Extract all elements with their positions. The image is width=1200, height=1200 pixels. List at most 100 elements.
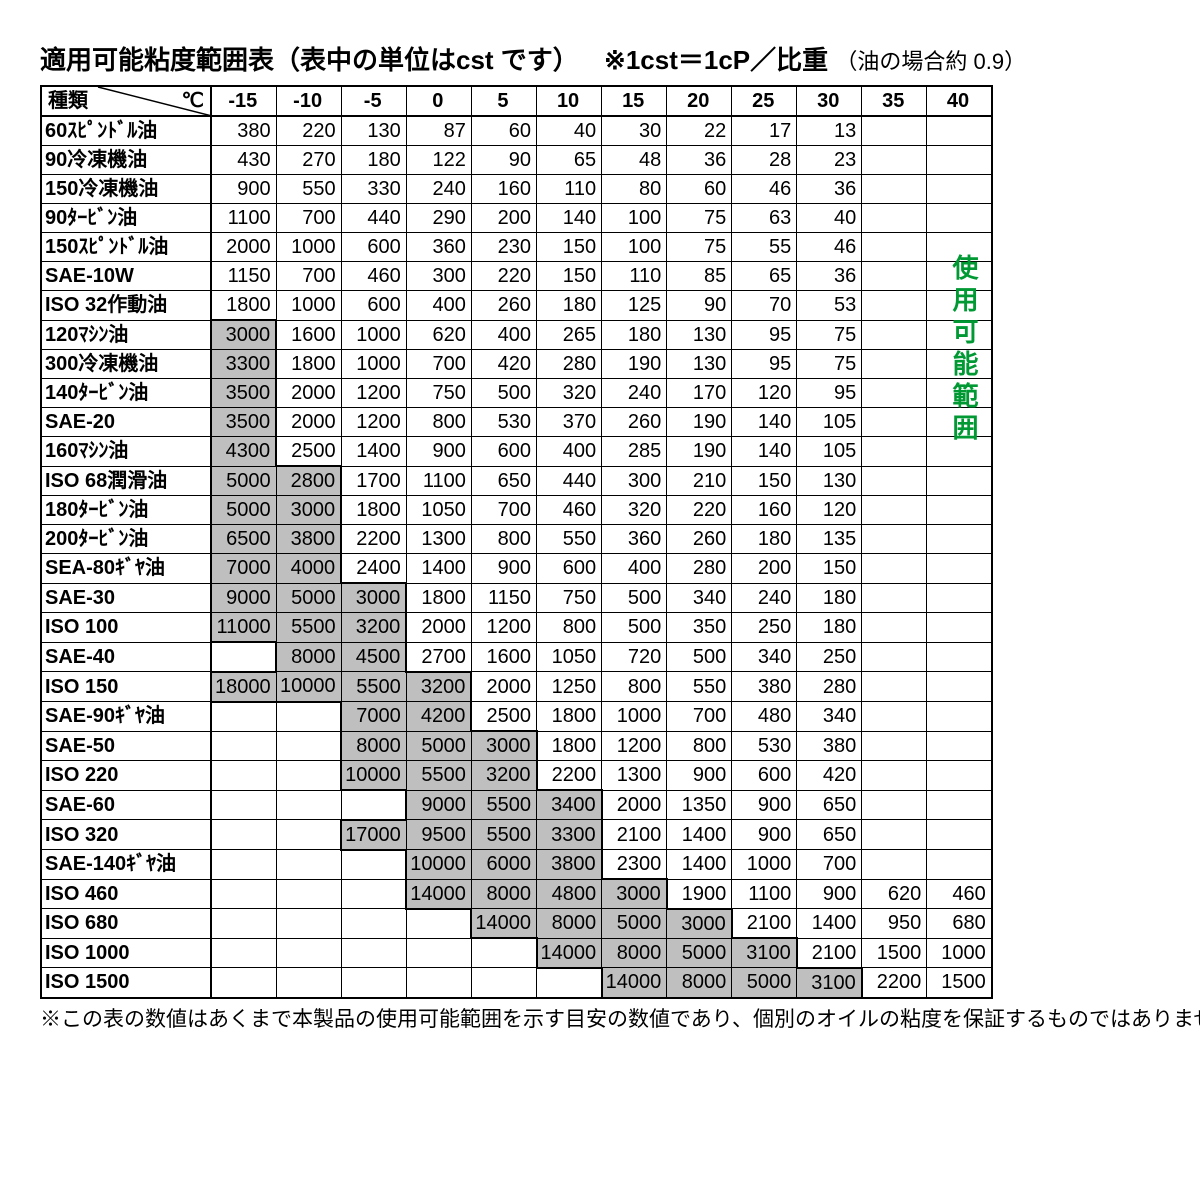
viscosity-table: 種類℃-15-10-5051015202530354060ｽﾋﾟﾝﾄﾞﾙ油380… — [40, 85, 993, 999]
table-cell — [927, 790, 992, 820]
table-cell: 500 — [602, 613, 667, 643]
table-cell: 3400 — [537, 790, 602, 820]
table-cell: 720 — [602, 642, 667, 672]
table-cell: 650 — [797, 820, 862, 850]
table-cell: 4800 — [537, 879, 602, 909]
table-cell: 370 — [537, 408, 602, 437]
table-cell: 1100 — [732, 879, 797, 909]
table-cell: 700 — [276, 262, 341, 291]
table-cell: 1250 — [537, 672, 602, 702]
table-cell — [211, 850, 276, 880]
table-cell: 36 — [667, 146, 732, 175]
table-cell — [862, 233, 927, 262]
table-cell: 170 — [667, 379, 732, 408]
table-cell — [276, 909, 341, 939]
table-cell: 1000 — [276, 291, 341, 321]
table-cell: 280 — [797, 672, 862, 702]
table-cell: 620 — [406, 320, 471, 350]
table-cell: 600 — [471, 437, 536, 467]
title-text: 適用可能粘度範囲表（表中の単位はcst です） — [40, 45, 579, 75]
table-cell: 2200 — [341, 525, 406, 554]
row-header: 90ﾀｰﾋﾞﾝ油 — [41, 204, 211, 233]
table-cell: 3200 — [341, 613, 406, 643]
table-cell: 53 — [797, 291, 862, 321]
table-cell — [341, 879, 406, 909]
table-cell — [211, 702, 276, 732]
table-cell: 5500 — [341, 672, 406, 702]
table-cell: 95 — [797, 379, 862, 408]
table-cell: 3000 — [276, 496, 341, 525]
table-cell: 23 — [797, 146, 862, 175]
table-cell: 1050 — [406, 496, 471, 525]
table-cell: 9500 — [406, 820, 471, 850]
table-cell — [276, 731, 341, 761]
table-cell — [276, 938, 341, 968]
table-cell: 330 — [341, 175, 406, 204]
table-cell: 1800 — [406, 583, 471, 613]
table-cell: 7000 — [341, 702, 406, 732]
row-header: ISO 100 — [41, 613, 211, 643]
table-cell: 400 — [471, 320, 536, 350]
table-cell: 800 — [406, 408, 471, 437]
table-cell: 60 — [667, 175, 732, 204]
table-cell: 110 — [602, 262, 667, 291]
table-cell — [211, 909, 276, 939]
table-cell — [927, 672, 992, 702]
table-cell: 1900 — [667, 879, 732, 909]
table-cell: 5000 — [276, 583, 341, 613]
table-cell — [927, 291, 992, 321]
table-cell: 210 — [667, 466, 732, 496]
table-cell: 150 — [537, 233, 602, 262]
table-cell — [341, 909, 406, 939]
table-cell: 8000 — [471, 879, 536, 909]
table-cell — [927, 146, 992, 175]
table-cell: 2500 — [276, 437, 341, 467]
table-cell: 105 — [797, 437, 862, 467]
table-cell: 5000 — [732, 968, 797, 998]
table-cell — [927, 496, 992, 525]
table-cell: 10000 — [276, 672, 341, 702]
row-header: SAE-140ｷﾞﾔ油 — [41, 850, 211, 880]
row-header: SAE-40 — [41, 642, 211, 672]
table-cell: 2200 — [862, 968, 927, 998]
table-cell — [927, 379, 992, 408]
table-cell — [862, 437, 927, 467]
table-cell: 320 — [602, 496, 667, 525]
table-cell — [927, 702, 992, 732]
table-cell: 700 — [797, 850, 862, 880]
table-cell — [862, 702, 927, 732]
table-cell: 160 — [732, 496, 797, 525]
table-cell: 2300 — [602, 850, 667, 880]
table-cell: 270 — [276, 146, 341, 175]
table-cell: 3800 — [276, 525, 341, 554]
table-cell: 4000 — [276, 554, 341, 584]
table-cell: 3000 — [602, 879, 667, 909]
row-header: SAE-10W — [41, 262, 211, 291]
table-cell: 3300 — [211, 350, 276, 379]
table-cell: 7000 — [211, 554, 276, 584]
table-cell — [862, 850, 927, 880]
table-cell: 14000 — [602, 968, 667, 998]
table-cell — [927, 850, 992, 880]
table-cell: 800 — [602, 672, 667, 702]
table-cell — [862, 731, 927, 761]
table-cell — [471, 938, 536, 968]
table-cell: 1300 — [602, 761, 667, 791]
table-cell: 3000 — [667, 909, 732, 939]
row-header: SAE-90ｷﾞﾔ油 — [41, 702, 211, 732]
table-cell — [927, 350, 992, 379]
title-note1: ※1cst＝1cP／比重 — [604, 45, 828, 75]
table-cell: 260 — [602, 408, 667, 437]
table-cell: 2400 — [341, 554, 406, 584]
table-cell: 8000 — [667, 968, 732, 998]
table-cell: 9000 — [211, 583, 276, 613]
table-cell — [341, 968, 406, 998]
table-cell: 285 — [602, 437, 667, 467]
table-cell: 1050 — [537, 642, 602, 672]
table-cell: 30 — [602, 116, 667, 146]
table-cell: 240 — [602, 379, 667, 408]
table-cell: 1150 — [211, 262, 276, 291]
table-cell: 2000 — [602, 790, 667, 820]
table-cell: 1800 — [537, 702, 602, 732]
table-cell — [927, 408, 992, 437]
